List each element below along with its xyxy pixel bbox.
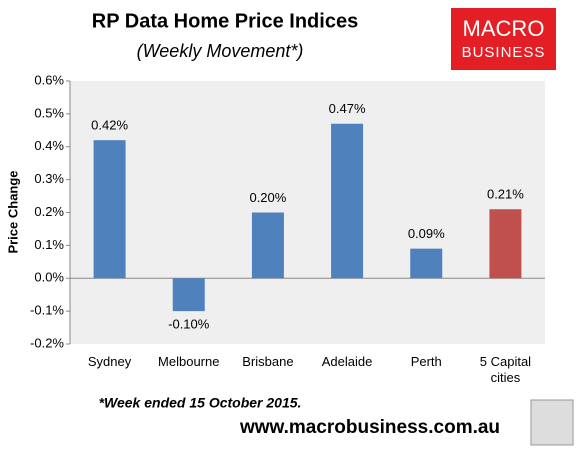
- value-label: 0.21%: [487, 187, 524, 202]
- bar: [172, 278, 205, 312]
- x-tick-label: Brisbane: [242, 354, 294, 369]
- footnote: *Week ended 15 October 2015.: [99, 395, 302, 411]
- value-label: -0.10%: [168, 317, 210, 332]
- bar: [410, 248, 443, 279]
- x-tick-label: Perth: [410, 354, 442, 369]
- x-tick-label: Adelaide: [321, 354, 373, 369]
- value-label: 0.47%: [329, 101, 366, 116]
- logo-text: BUSINESS: [462, 44, 546, 61]
- y-axis-label: Price Change: [5, 170, 20, 253]
- bar: [251, 212, 284, 279]
- y-tick-label: 0.4%: [34, 138, 64, 153]
- value-label: 0.42%: [91, 118, 128, 133]
- bar: [489, 209, 522, 279]
- y-tick-label: -0.1%: [30, 303, 64, 318]
- y-tick-label: 0.2%: [34, 204, 64, 219]
- logo-box: [451, 8, 556, 70]
- chart-subtitle: (Weekly Movement*): [137, 41, 304, 61]
- y-tick-label: -0.2%: [30, 335, 64, 350]
- website: www.macrobusiness.com.au: [239, 417, 500, 438]
- y-tick-label: 0.6%: [34, 72, 64, 87]
- y-tick-label: 0.0%: [34, 270, 64, 285]
- logo-image: [530, 399, 574, 446]
- y-tick-label: 0.5%: [34, 105, 64, 120]
- y-tick-label: 0.3%: [34, 171, 64, 186]
- plot-area: [70, 81, 545, 344]
- x-tick-label: Sydney: [87, 354, 132, 369]
- x-tick-label: 5 Capital cities: [479, 354, 532, 385]
- x-tick-label: Melbourne: [158, 354, 220, 369]
- value-label: 0.20%: [249, 190, 286, 205]
- y-tick-label: 0.1%: [34, 237, 64, 252]
- value-label: 0.09%: [408, 226, 445, 241]
- bar: [93, 140, 126, 279]
- logo-text: MACRO: [463, 16, 545, 41]
- bar: [331, 123, 364, 279]
- chart-title: RP Data Home Price Indices: [92, 10, 358, 32]
